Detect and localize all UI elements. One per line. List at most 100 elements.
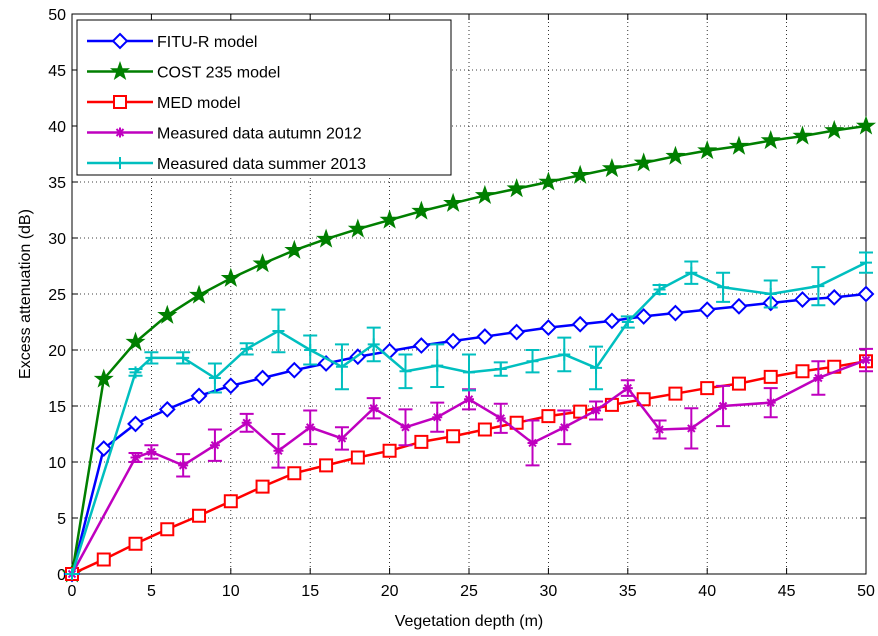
marker: [177, 351, 190, 364]
marker: [241, 417, 252, 428]
marker: [350, 450, 365, 465]
marker: [240, 342, 253, 355]
marker: [494, 363, 507, 376]
marker: [812, 280, 825, 293]
x-tick-label: 20: [381, 583, 399, 600]
marker: [506, 178, 527, 198]
legend-box: [76, 19, 452, 176]
marker: [559, 422, 570, 433]
marker: [590, 361, 603, 374]
marker: [686, 423, 697, 434]
marker: [541, 409, 556, 424]
y-tick-label: 50: [48, 7, 66, 24]
marker: [573, 404, 588, 419]
series: [65, 347, 873, 579]
marker: [192, 508, 207, 523]
marker: [633, 152, 654, 172]
marker: [526, 355, 539, 368]
marker: [464, 394, 474, 405]
y-tick-label: 15: [48, 399, 66, 416]
legend-label: Measured data summer 2013: [157, 156, 366, 173]
y-tick-label: 0: [57, 567, 66, 584]
legend-marker: [113, 95, 127, 109]
marker: [208, 372, 221, 384]
marker: [414, 434, 429, 449]
x-tick-label: 25: [460, 583, 478, 600]
marker: [412, 337, 430, 354]
x-tick-label: 35: [619, 583, 637, 600]
y-tick-label: 35: [48, 175, 66, 192]
marker: [795, 364, 810, 379]
marker: [731, 376, 746, 391]
marker: [273, 445, 284, 456]
marker: [272, 324, 285, 337]
y-tick-label: 5: [57, 511, 66, 528]
marker: [95, 440, 113, 457]
marker: [316, 228, 337, 248]
marker: [474, 184, 495, 204]
y-tick-label: 45: [48, 63, 66, 80]
marker: [368, 403, 379, 414]
x-tick-label: 15: [301, 583, 319, 600]
legend-label: MED model: [157, 95, 241, 112]
legend-marker: [111, 32, 129, 50]
x-tick-label: 5: [147, 583, 156, 600]
marker: [665, 145, 686, 165]
x-tick-label: 10: [222, 583, 240, 600]
marker: [255, 479, 270, 494]
x-tick-label: 30: [540, 583, 558, 600]
marker: [367, 338, 380, 351]
marker: [591, 405, 602, 416]
marker: [558, 348, 571, 361]
marker: [125, 331, 146, 351]
marker: [399, 365, 412, 378]
marker: [130, 452, 141, 463]
marker: [432, 412, 443, 423]
marker: [189, 284, 210, 304]
marker: [728, 135, 749, 155]
marker: [146, 446, 157, 457]
marker: [539, 319, 557, 337]
marker: [698, 301, 716, 319]
marker: [855, 115, 877, 135]
marker: [760, 130, 781, 150]
marker: [700, 381, 715, 396]
marker: [336, 433, 347, 444]
marker: [443, 192, 464, 212]
marker: [252, 253, 273, 273]
marker: [96, 552, 111, 567]
marker: [508, 323, 526, 341]
marker: [66, 568, 78, 580]
y-tick-label: 10: [48, 455, 66, 472]
marker: [824, 119, 845, 140]
marker: [718, 401, 729, 411]
legend-label: COST 235 model: [157, 65, 280, 82]
marker: [287, 466, 302, 481]
marker: [319, 458, 334, 473]
marker: [382, 443, 397, 458]
y-tick-label: 20: [48, 343, 66, 360]
x-tick-label: 50: [857, 583, 875, 600]
marker: [158, 400, 176, 418]
legend-marker: [115, 127, 125, 138]
marker: [476, 328, 494, 345]
y-axis-label: Excess attenuation (dB): [17, 209, 34, 379]
x-tick-label: 40: [698, 583, 716, 600]
x-tick-label: 45: [778, 583, 796, 600]
marker: [305, 422, 316, 433]
legend-label: Measured data autumn 2012: [157, 126, 362, 143]
legend-marker: [109, 60, 131, 81]
marker: [444, 332, 462, 350]
y-tick-label: 30: [48, 231, 66, 248]
legend: FITU-R model COST 235 model MED model Measu…: [76, 19, 452, 176]
marker: [347, 218, 368, 238]
marker: [128, 536, 143, 551]
marker: [284, 239, 305, 259]
marker: [861, 355, 871, 366]
x-tick-label: 0: [68, 583, 77, 600]
marker: [220, 267, 241, 287]
marker: [813, 373, 824, 383]
marker: [527, 437, 538, 448]
marker: [765, 397, 776, 408]
